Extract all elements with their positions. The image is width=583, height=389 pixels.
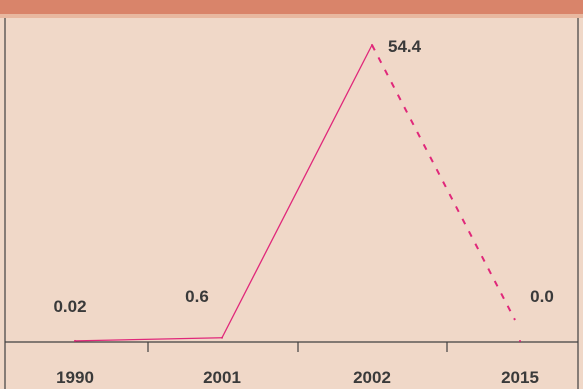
data-point [74,339,76,342]
series-line-segment [74,337,223,342]
data-label: 0.0 [530,287,554,306]
data-label: 0.02 [53,297,86,316]
data-point [371,44,373,46]
data-label: 54.4 [388,37,422,56]
x-tick-label: 1990 [56,368,94,387]
series-line-segment [221,44,373,339]
x-tick-label: 2002 [353,368,391,387]
data-point [221,336,223,339]
header-band [0,0,583,14]
header-band-shadow [0,14,583,18]
series-line-segment [371,44,516,321]
x-tick-label: 2015 [501,368,539,387]
data-label: 0.6 [185,287,209,306]
x-tick-label: 2001 [203,368,241,387]
data-point [519,340,521,342]
